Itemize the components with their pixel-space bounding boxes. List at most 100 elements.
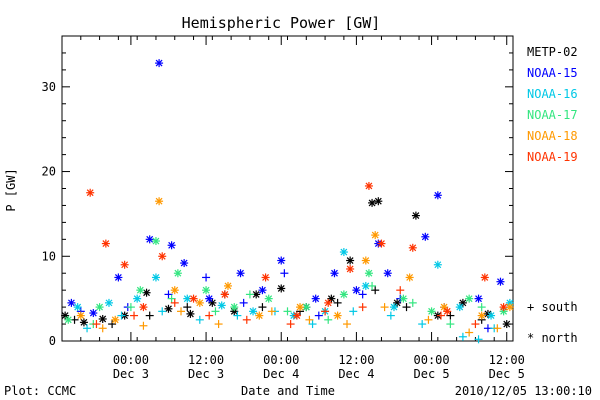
star-d2: [61, 312, 69, 320]
star-d2: [497, 278, 504, 286]
star-d2: [237, 269, 244, 277]
north-point: [136, 286, 145, 295]
data-points: [61, 59, 514, 344]
star-d2: [443, 307, 451, 315]
star-d2: [221, 290, 229, 298]
star-d2: [390, 303, 398, 311]
north-point: [346, 264, 355, 273]
north-point: [95, 303, 104, 312]
north-point: [223, 281, 232, 290]
star-d2: [378, 240, 385, 247]
star-d2: [456, 303, 464, 311]
star-d2: [190, 295, 197, 303]
south-point: [83, 324, 92, 333]
star-d2: [67, 299, 75, 307]
south-point: [145, 311, 154, 320]
star-d2: [146, 235, 154, 243]
star-d2: [365, 182, 373, 190]
north-point: [208, 298, 217, 307]
north-point: [352, 286, 361, 295]
south-point: [368, 281, 377, 290]
north-point: [89, 309, 98, 318]
star-d2: [252, 290, 260, 298]
north-point: [487, 311, 496, 320]
star-d2: [393, 299, 401, 307]
y-tick-label: 30: [42, 80, 56, 94]
x-tick-label-date: Dec 4: [263, 367, 299, 381]
north-point: [151, 237, 160, 246]
star-d2: [230, 303, 238, 311]
north-point: [383, 269, 392, 278]
north-point: [374, 197, 383, 206]
north-point: [346, 256, 355, 265]
star-d2: [371, 231, 379, 239]
star-d2: [249, 307, 257, 315]
north-point: [67, 298, 76, 307]
star-d2: [362, 257, 370, 264]
north-point: [364, 269, 373, 278]
north-point: [465, 294, 474, 303]
north-point: [139, 303, 148, 312]
star-d2: [475, 295, 482, 303]
star-d2: [86, 189, 94, 197]
north-point: [236, 269, 245, 278]
south-point: [158, 307, 167, 316]
south-point: [458, 332, 467, 341]
north-point: [311, 294, 320, 303]
y-tick-label: 20: [42, 165, 56, 179]
legend-entry: NOAA-17: [527, 108, 578, 122]
star-d2: [140, 303, 147, 311]
star-d2: [155, 197, 163, 205]
south-point: [358, 303, 367, 312]
south-point: [92, 320, 101, 329]
north-point: [104, 298, 113, 307]
star-d2: [384, 269, 392, 277]
north-point: [61, 311, 70, 320]
star-d2: [277, 257, 285, 264]
north-point: [368, 198, 377, 207]
legend-entry: NOAA-19: [527, 150, 578, 164]
star-d2: [152, 237, 160, 245]
south-point: [205, 311, 214, 320]
north-point: [292, 311, 301, 320]
x-tick-label-time: 12:00: [338, 353, 374, 367]
north-point: [73, 303, 82, 312]
star-d2: [277, 285, 285, 292]
south-point: [308, 320, 317, 329]
south-point: [446, 311, 455, 320]
south-point: [446, 320, 455, 329]
south-point: [242, 315, 251, 324]
north-point: [371, 231, 380, 240]
south-point: [245, 290, 254, 299]
south-point: [286, 320, 295, 329]
marker-legend-entry: * north: [527, 331, 578, 345]
south-point: [195, 315, 204, 324]
north-point: [76, 311, 85, 320]
north-point: [458, 298, 467, 307]
star-d2: [121, 261, 129, 269]
south-point: [183, 303, 192, 312]
south-point: [167, 294, 176, 303]
star-d2: [80, 318, 88, 326]
south-point: [126, 303, 135, 312]
south-point: [408, 298, 417, 307]
star-d2: [399, 295, 407, 303]
south-point: [283, 307, 292, 316]
star-d2: [296, 303, 304, 311]
north-point: [167, 241, 176, 250]
south-point: [258, 303, 267, 312]
star-d2: [503, 320, 511, 328]
south-point: [130, 311, 139, 320]
x-tick-label-date: Dec 4: [338, 367, 374, 381]
star-d2: [105, 299, 113, 307]
north-point: [189, 294, 198, 303]
south-point: [211, 307, 220, 316]
star-d2: [74, 303, 82, 311]
legend-entry: NOAA-18: [527, 129, 578, 143]
star-d2: [352, 286, 360, 294]
north-point: [133, 294, 142, 303]
star-d2: [368, 199, 376, 207]
north-point: [86, 188, 95, 197]
north-point: [101, 239, 110, 248]
north-point: [277, 284, 286, 293]
